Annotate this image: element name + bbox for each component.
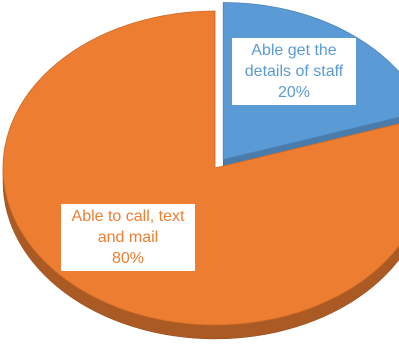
data-label-call-text-mail-name: Able to call, text and mail	[71, 208, 185, 246]
data-label-staff-details: Able get the details of staff 20%	[232, 38, 356, 105]
data-label-call-text-mail-percent: 80%	[111, 250, 145, 267]
data-label-staff-details-name: Able get the details of staff	[244, 42, 344, 80]
data-label-call-text-mail: Able to call, text and mail 80%	[61, 204, 195, 271]
data-label-staff-details-percent: 20%	[277, 84, 311, 101]
